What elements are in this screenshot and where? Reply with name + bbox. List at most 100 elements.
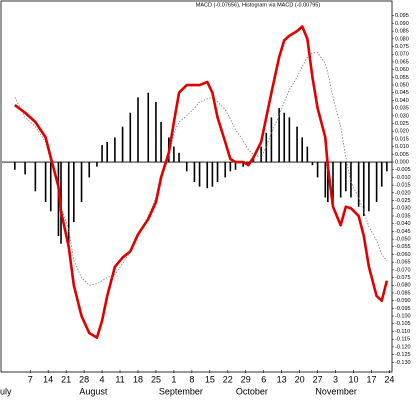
x-tick-label: 20 [295, 374, 305, 384]
x-tick-label: 17 [366, 374, 376, 384]
y-tick-label: -0.115 [395, 337, 410, 343]
y-tick-label: -0.030 [395, 206, 411, 212]
x-tick-label: 15 [205, 374, 215, 384]
y-tick-label: -0.040 [395, 221, 411, 227]
month-label: October [236, 386, 268, 396]
x-tick-label: 10 [349, 374, 359, 384]
x-tick-label: 11 [115, 374, 124, 384]
y-tick-label: 0.000 [395, 159, 409, 165]
y-tick-label: 0.035 [395, 106, 409, 112]
histogram-bar [106, 142, 108, 163]
y-tick-label: 0.025 [395, 121, 409, 127]
x-tick-label: 6 [261, 374, 266, 384]
histogram-bar [173, 146, 175, 163]
y-tick-label: 0.055 [395, 75, 409, 81]
histogram-bar [193, 162, 196, 183]
histogram-bar [270, 117, 273, 163]
histogram-bar [44, 162, 47, 203]
histogram-bar [24, 162, 26, 175]
histogram-bar [242, 162, 244, 167]
y-tick-label: 0.030 [395, 113, 409, 119]
y-tick-label: -0.070 [395, 267, 411, 273]
y-tick-label: -0.035 [395, 213, 411, 219]
y-tick-label: 0.015 [395, 136, 409, 142]
y-tick-label: -0.025 [395, 198, 411, 204]
histogram-bar [211, 162, 214, 187]
histogram-bar [80, 162, 83, 203]
x-tick-label: 27 [313, 374, 323, 384]
histogram-bar [311, 162, 314, 166]
histogram-bar [380, 162, 383, 187]
y-tick-label: 0.060 [395, 67, 409, 73]
histogram-bar [375, 162, 378, 203]
histogram-bar [350, 162, 352, 198]
histogram-bar [339, 162, 342, 198]
month-label: uly [0, 386, 12, 396]
x-tick-label: 21 [61, 374, 71, 384]
x-tick-label: 28 [79, 374, 89, 384]
y-tick-label: -0.015 [395, 183, 411, 189]
x-tick-label: 29 [241, 374, 251, 384]
histogram-bar [88, 162, 91, 178]
x-tick-label: 18 [133, 374, 143, 384]
histogram-bar [137, 97, 139, 163]
histogram-bar [198, 162, 201, 187]
month-label: September [159, 386, 203, 396]
y-tick-label: 0.080 [395, 36, 409, 42]
histogram-bar [288, 117, 291, 163]
x-tick-label: 13 [277, 374, 287, 384]
y-tick-label: -0.075 [395, 275, 411, 281]
x-tick-label: 22 [223, 374, 233, 384]
signal-line [14, 52, 388, 286]
histogram-bar [224, 162, 227, 178]
y-tick-label: 0.050 [395, 82, 409, 88]
histogram-bar [229, 162, 232, 172]
y-tick-label: 0.075 [395, 44, 409, 50]
histogram-bar [368, 162, 370, 212]
y-tick-label: -0.055 [395, 244, 411, 250]
histogram-bar [260, 146, 262, 163]
histogram-bar [73, 162, 75, 223]
histogram-bar [345, 162, 347, 192]
y-tick-label: 0.095 [395, 13, 409, 19]
x-tick-label: 3 [333, 374, 338, 384]
histogram-bar [49, 162, 52, 212]
y-tick-label: -0.105 [395, 321, 411, 327]
y-tick-label: 0.045 [395, 90, 409, 96]
histogram-bar [155, 101, 157, 163]
x-tick-label: 7 [28, 374, 33, 384]
y-tick-label: -0.120 [395, 344, 411, 350]
histogram-bar [278, 108, 280, 163]
histogram-bar [362, 162, 365, 216]
month-label: August [79, 386, 108, 396]
histogram-bar [234, 162, 237, 170]
y-tick-label: 0.065 [395, 59, 409, 65]
histogram-bar [96, 162, 98, 167]
chart-title: MACD (-0.07656), Histogram via MACD (-0.… [196, 2, 321, 8]
y-tick-label: -0.085 [395, 290, 411, 296]
histogram-bar [316, 162, 319, 178]
x-tick-label: 4 [100, 374, 105, 384]
x-tick-label: 25 [151, 374, 161, 384]
histogram-bar [67, 162, 70, 247]
histogram-bar [296, 126, 298, 163]
y-tick-label: 0.020 [395, 129, 409, 135]
y-tick-label: -0.125 [395, 352, 411, 358]
y-tick-label: 0.090 [395, 21, 409, 27]
y-tick-label: 0.070 [395, 52, 409, 58]
histogram-bar [327, 162, 329, 203]
histogram-bar [147, 92, 150, 163]
x-tick-label: 8 [189, 374, 194, 384]
histogram-bar [332, 162, 334, 207]
histogram-bar [114, 137, 116, 163]
y-tick-label: -0.100 [395, 314, 411, 320]
y-tick-label: -0.045 [395, 229, 411, 235]
y-tick-label: 0.005 [395, 152, 409, 158]
histogram-bar [357, 162, 360, 207]
histogram-bar [121, 126, 124, 163]
y-tick-label: -0.060 [395, 252, 411, 258]
histogram-bar [206, 162, 209, 189]
y-tick-label: -0.110 [395, 329, 410, 335]
